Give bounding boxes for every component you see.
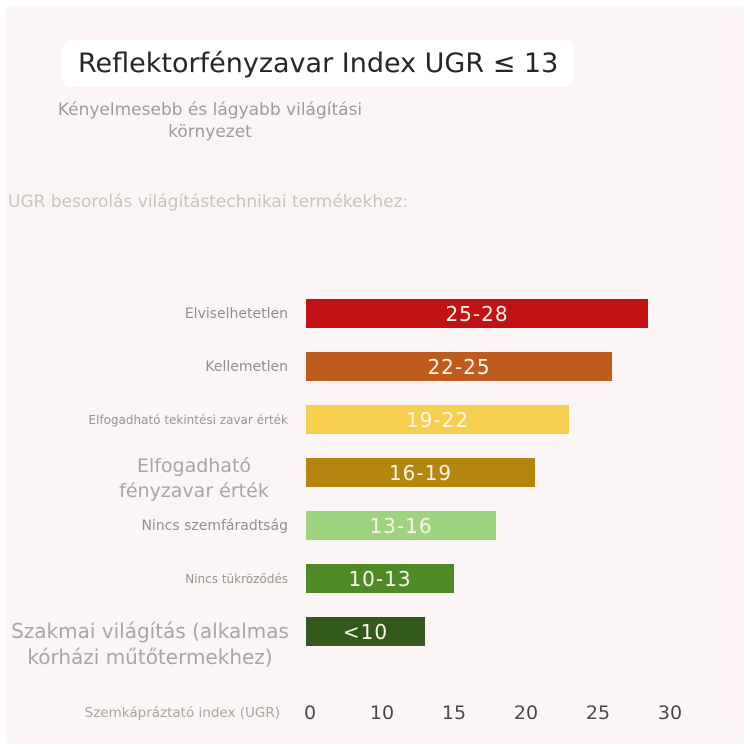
x-axis-tick: 30 — [657, 702, 683, 724]
category-label: Elviselhetetlen — [184, 305, 288, 322]
bar: 10-13 — [306, 564, 454, 593]
category-label: Elfogadható fényzavar érték — [119, 455, 269, 502]
bar: 13-16 — [306, 511, 496, 540]
chart-row: Kellemetlen 22-25 — [0, 340, 750, 393]
bar: 19-22 — [306, 405, 569, 434]
x-axis-tick: 10 — [369, 702, 395, 724]
bar-value-label: 19-22 — [405, 407, 470, 432]
page-subtitle: Kényelmesebb és lágyabb világítási körny… — [57, 100, 363, 143]
x-axis-tick: 20 — [513, 702, 539, 724]
chart-row: Elfogadható fényzavar érték 16-19 — [0, 446, 750, 502]
bar: <10 — [306, 617, 425, 646]
chart-row: Elfogadható tekintési zavar érték 19-22 — [0, 393, 750, 446]
bar: 16-19 — [306, 458, 535, 487]
category-label: Szakmai világítás (alkalmas kórházi műtő… — [11, 619, 289, 669]
x-axis-tick: 25 — [585, 702, 611, 724]
x-axis-tick: 0 — [303, 702, 317, 724]
x-axis: Szemkápráztató index (UGR) 0 10 15 20 25 30 — [0, 696, 750, 730]
bar-value-label: 22-25 — [427, 354, 491, 379]
chart-row: Nincs szemfáradtság 13-16 — [0, 499, 750, 552]
x-axis-title: Szemkápráztató index (UGR) — [84, 705, 280, 721]
bar-value-label: 10-13 — [348, 566, 412, 591]
bar-value-label: 16-19 — [388, 460, 453, 485]
chart-row: Elviselhetetlen 25-28 — [0, 287, 750, 340]
category-label: Kellemetlen — [205, 358, 288, 375]
category-label: Nincs szemfáradtság — [141, 517, 288, 534]
category-label: Nincs tükröződés — [185, 571, 288, 586]
bar: 22-25 — [306, 352, 612, 381]
bar-value-label: <10 — [342, 619, 389, 644]
x-axis-tick: 15 — [441, 702, 467, 724]
category-label: Elfogadható tekintési zavar érték — [88, 412, 288, 427]
page-title: Reflektorfényzavar Index UGR ≤ 13 — [62, 40, 575, 87]
section-label: UGR besorolás világítástechnikai terméke… — [8, 192, 409, 212]
chart-row: Szakmai világítás (alkalmas kórházi műtő… — [0, 605, 750, 669]
bar: 25-28 — [306, 299, 648, 328]
bar-value-label: 13-16 — [369, 513, 433, 538]
bar-value-label: 25-28 — [445, 301, 509, 326]
chart-row: Nincs tükröződés 10-13 — [0, 552, 750, 605]
